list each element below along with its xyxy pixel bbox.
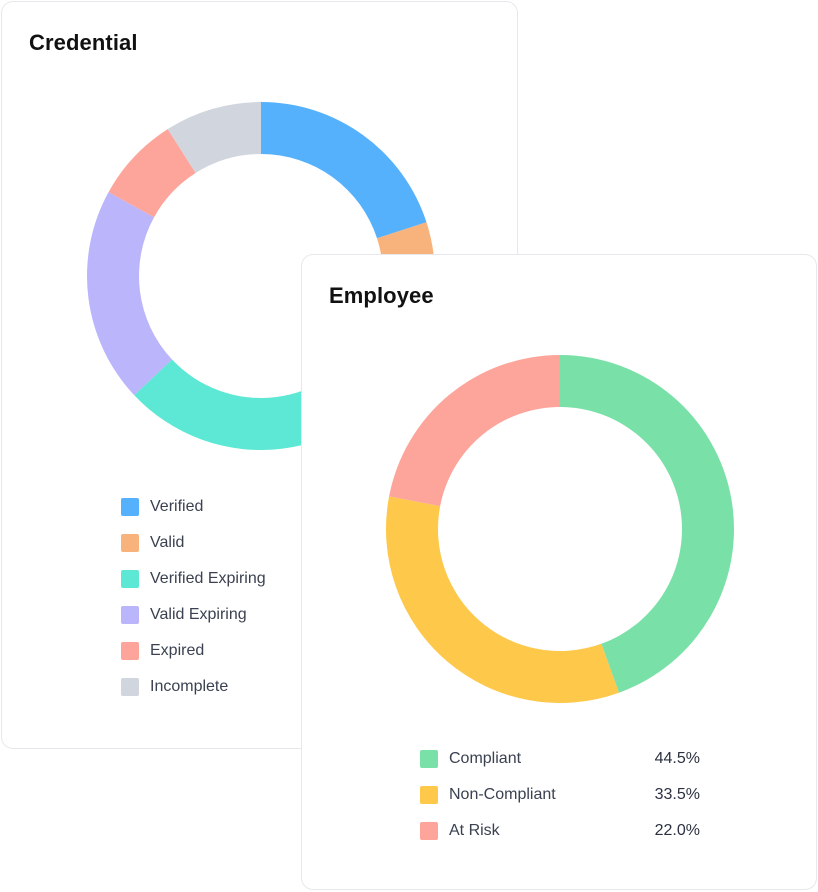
employee-legend-value: 33.5% bbox=[654, 786, 700, 803]
credential-legend-label: Verified bbox=[150, 498, 204, 515]
credential-legend-swatch bbox=[121, 606, 139, 624]
credential-legend-label: Valid Expiring bbox=[150, 606, 247, 623]
employee-legend: Compliant 44.5% Non-Compliant 33.5% At Risk 2… bbox=[420, 749, 700, 857]
employee-title: Employee bbox=[329, 283, 434, 308]
credential-legend-label: Verified Expiring bbox=[150, 570, 266, 587]
credential-title: Credential bbox=[29, 30, 138, 55]
credential-legend-swatch bbox=[121, 534, 139, 552]
credential-legend-item-expired: Expired bbox=[121, 641, 321, 677]
credential-legend-item-valid: Valid bbox=[121, 533, 321, 569]
credential-legend-swatch bbox=[121, 678, 139, 696]
employee-legend-label: At Risk bbox=[449, 822, 500, 839]
credential-legend-item-verified-expiring: Verified Expiring bbox=[121, 569, 321, 605]
employee-legend-item-compliant: Compliant 44.5% bbox=[420, 749, 700, 785]
employee-legend-value: 44.5% bbox=[654, 750, 700, 767]
credential-slice-valid-expiring bbox=[87, 192, 173, 396]
employee-card: Employee Compliant 44.5% Non-Compliant 33.5… bbox=[301, 254, 817, 890]
employee-legend-label: Compliant bbox=[449, 750, 522, 767]
employee-legend-swatch bbox=[420, 750, 438, 768]
employee-legend-swatch bbox=[420, 822, 438, 840]
credential-slice-verified bbox=[261, 102, 427, 239]
credential-legend: Verified Valid Verified Expiring Valid Expi… bbox=[121, 497, 321, 713]
employee-legend-label: Non-Compliant bbox=[449, 786, 556, 803]
credential-legend-swatch bbox=[121, 642, 139, 660]
employee-legend-swatch bbox=[420, 786, 438, 804]
credential-slice-expired bbox=[108, 129, 196, 218]
credential-legend-label: Incomplete bbox=[150, 678, 229, 695]
credential-slice-incomplete bbox=[167, 102, 261, 173]
employee-slice-compliant bbox=[560, 355, 734, 693]
employee-legend-item-at-risk: At Risk 22.0% bbox=[420, 821, 700, 857]
credential-legend-swatch bbox=[121, 498, 139, 516]
employee-donut-chart bbox=[386, 355, 734, 703]
credential-legend-label: Valid bbox=[150, 534, 185, 551]
credential-legend-item-verified: Verified bbox=[121, 497, 321, 533]
credential-legend-label: Expired bbox=[150, 642, 205, 659]
employee-legend-item-non-compliant: Non-Compliant 33.5% bbox=[420, 785, 700, 821]
credential-legend-swatch bbox=[121, 570, 139, 588]
credential-legend-item-incomplete: Incomplete bbox=[121, 677, 321, 713]
credential-legend-item-valid-expiring: Valid Expiring bbox=[121, 605, 321, 641]
employee-legend-value: 22.0% bbox=[654, 822, 700, 839]
employee-slice-non-compliant bbox=[386, 496, 619, 703]
employee-slice-at-risk bbox=[389, 355, 560, 507]
